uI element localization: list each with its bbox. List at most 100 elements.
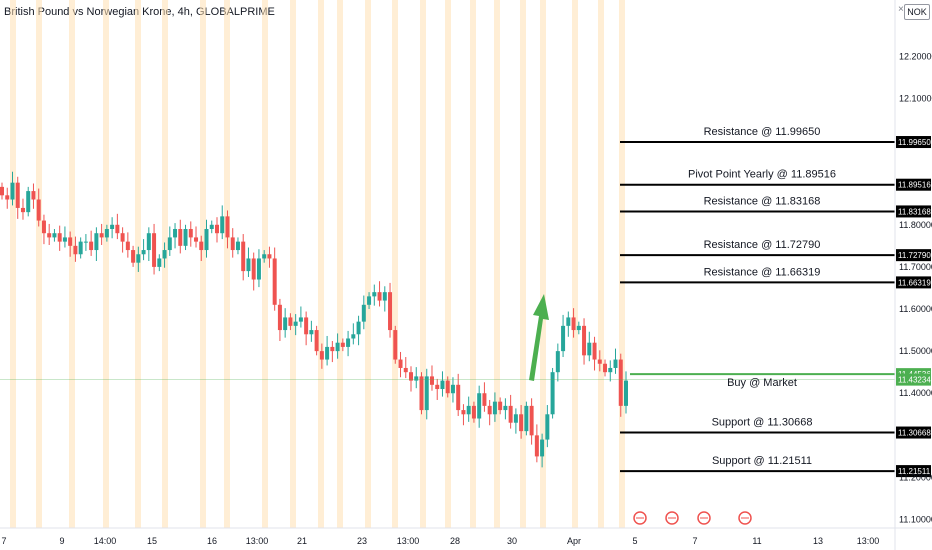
close-icon[interactable]: × — [898, 4, 904, 15]
level-label: Resistance @ 11.99650 — [704, 126, 821, 138]
candle-body — [550, 372, 555, 415]
candle-body — [608, 367, 613, 373]
price-tick-label: 11.80000 — [899, 220, 932, 230]
candle-body — [435, 384, 440, 390]
candle-body — [209, 224, 214, 229]
price-tag — [896, 465, 931, 478]
candle-body — [188, 228, 193, 238]
candle-body — [41, 220, 46, 234]
candle-body — [293, 321, 298, 326]
candle-body — [199, 241, 204, 251]
candle-body — [503, 405, 508, 411]
session-band — [318, 0, 324, 528]
candle-body — [99, 233, 104, 238]
candle-body — [283, 317, 288, 331]
candle-body — [545, 414, 550, 440]
candle-body — [73, 245, 78, 255]
candle-body — [346, 338, 351, 347]
level-label: Buy @ Market — [727, 377, 797, 389]
candle-body — [335, 342, 340, 352]
candle-body — [524, 405, 529, 432]
candle-body — [429, 376, 434, 385]
price-tag — [896, 249, 931, 262]
time-tick-label: 14:00 — [94, 536, 117, 546]
arrow-shape — [529, 294, 549, 381]
candle-body — [582, 325, 587, 356]
price-tick-label: 11.50000 — [899, 346, 932, 356]
candle-body — [414, 376, 419, 381]
candle-body — [235, 241, 240, 251]
candle-body — [110, 224, 115, 229]
time-tick-label: 21 — [297, 536, 307, 546]
candle-body — [471, 405, 476, 419]
level-label: Resistance @ 11.83168 — [704, 195, 821, 207]
candle-body — [47, 233, 52, 238]
session-band — [200, 0, 206, 528]
candle-body — [393, 330, 398, 360]
price-tag-label: 11.66319 — [898, 278, 931, 287]
candle-body — [225, 216, 230, 238]
candle-body — [540, 439, 545, 457]
time-tick-label: 16 — [207, 536, 217, 546]
candle-body — [141, 250, 146, 255]
session-band — [494, 0, 500, 528]
up-arrow-icon — [529, 294, 549, 381]
candle-body — [214, 224, 219, 234]
price-tag — [896, 178, 931, 191]
price-tag — [896, 136, 931, 149]
candle-body — [26, 191, 31, 213]
time-tick-label: 30 — [507, 536, 517, 546]
candle-body — [319, 351, 324, 360]
candle-body — [440, 380, 445, 390]
candle-body — [403, 367, 408, 373]
candle-body — [157, 258, 162, 267]
candle-body — [162, 250, 167, 259]
candle-body — [361, 304, 366, 322]
candle-body — [120, 233, 125, 242]
candle-body — [456, 384, 461, 411]
time-axis: 7 9 14:00 15 16 13:00 21 23 13:00 28 30 Apr 5 7 11 13 13… — [1, 536, 879, 546]
candle-body — [131, 250, 136, 263]
session-band — [470, 0, 476, 528]
session-band — [598, 0, 604, 528]
candle-body — [571, 317, 576, 331]
price-tag-label: 11.72790 — [898, 251, 931, 260]
time-tick-label: 11 — [752, 536, 761, 546]
candle-series — [0, 171, 628, 468]
candle-body — [508, 405, 513, 423]
time-tick-label: 13:00 — [246, 536, 269, 546]
candle-body — [450, 384, 455, 394]
candle-body — [618, 359, 623, 406]
candle-body — [388, 292, 393, 331]
session-band — [445, 0, 451, 528]
session-band — [572, 0, 578, 528]
candle-body — [173, 228, 178, 238]
candle-body — [78, 241, 83, 255]
candle-body — [10, 182, 15, 200]
session-band — [540, 0, 546, 528]
candle-body — [340, 342, 345, 347]
candle-body — [314, 330, 319, 352]
candle-body — [167, 237, 172, 251]
candle-body — [419, 376, 424, 411]
event-icons — [633, 511, 752, 525]
candle-body — [587, 342, 592, 356]
candle-body — [372, 292, 377, 297]
price-tick-label: 11.10000 — [899, 515, 932, 525]
candle-body — [272, 258, 277, 305]
session-band — [619, 0, 625, 528]
time-tick-label: 13 — [813, 536, 823, 546]
candle-body — [597, 359, 602, 364]
price-tick-label: 11.70000 — [899, 262, 932, 272]
price-tick-label: 11.40000 — [899, 388, 932, 398]
candle-body — [288, 317, 293, 326]
candle-body — [230, 237, 235, 251]
candle-body — [125, 241, 130, 251]
session-band — [36, 0, 42, 528]
candle-body — [445, 380, 450, 394]
currency-badge[interactable]: NOK — [904, 4, 930, 20]
candle-body — [624, 380, 628, 406]
candle-body — [256, 258, 261, 280]
price-tag-label: 11.99650 — [898, 138, 931, 147]
